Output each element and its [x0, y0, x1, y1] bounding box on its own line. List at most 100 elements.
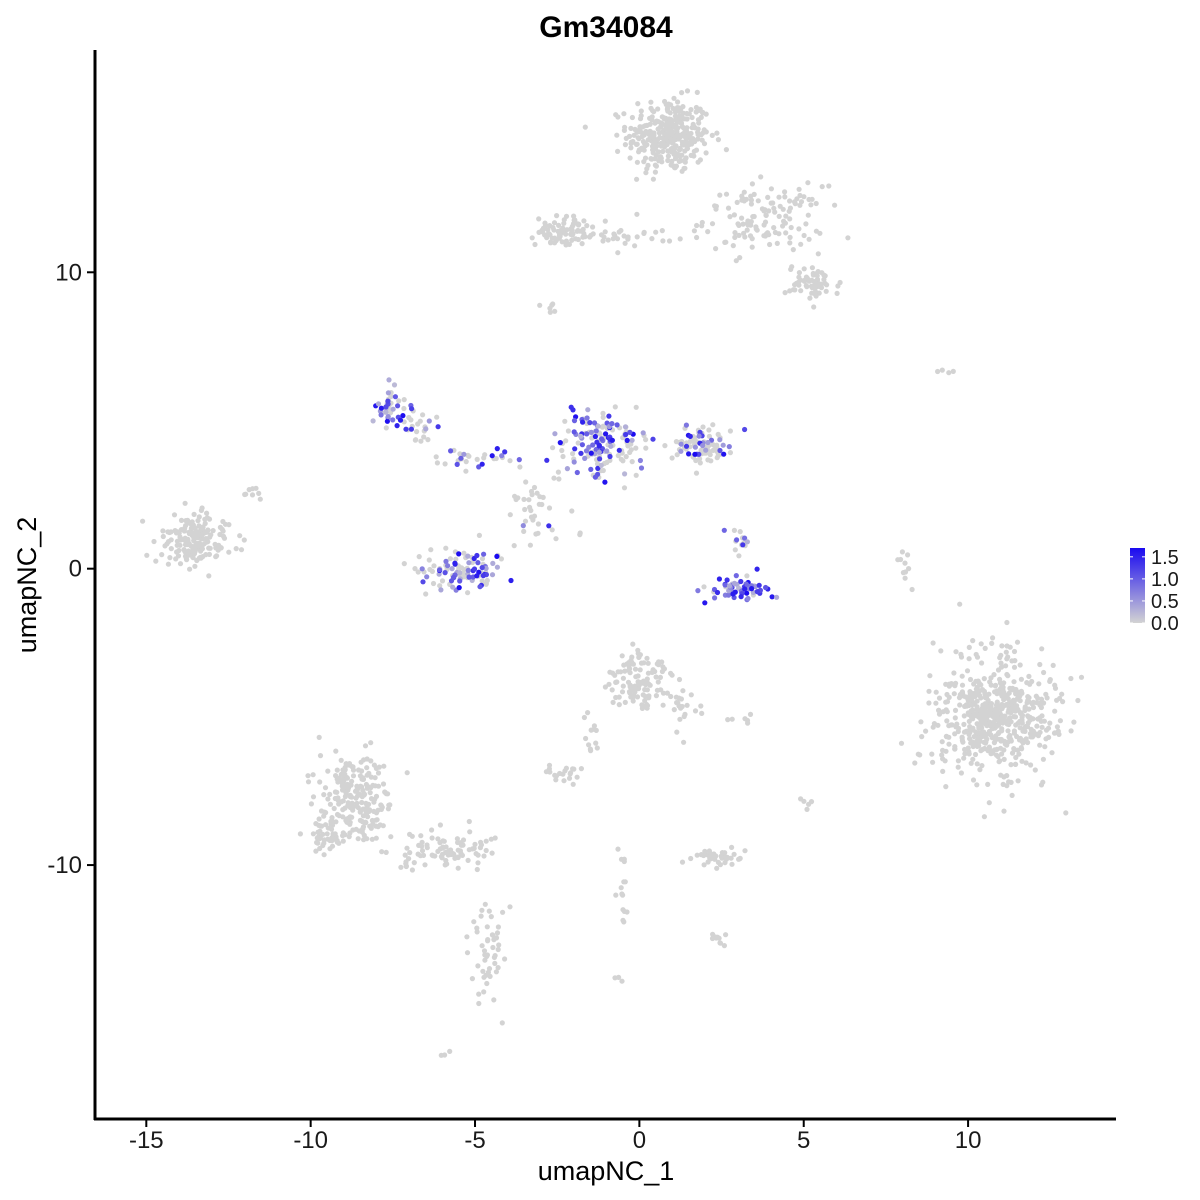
- data-point: [986, 800, 992, 806]
- data-point: [979, 763, 985, 769]
- data-point: [594, 745, 600, 751]
- data-point: [570, 781, 576, 787]
- x-axis-ticks: -15 -10 -5 0 5 10: [129, 1120, 981, 1154]
- data-point: [665, 157, 671, 164]
- data-point: [744, 573, 750, 579]
- data-point: [442, 570, 448, 576]
- data-point: [776, 213, 782, 219]
- data-point: [233, 546, 239, 552]
- data-point: [953, 649, 959, 655]
- data-point: [974, 761, 980, 767]
- data-point: [898, 740, 905, 746]
- data-point: [686, 111, 692, 117]
- data-point: [621, 233, 627, 239]
- data-point: [640, 430, 646, 436]
- data-point: [498, 556, 504, 562]
- data-point: [486, 908, 492, 914]
- data-point: [645, 162, 651, 168]
- data-point: [196, 540, 203, 546]
- data-point: [749, 244, 755, 250]
- data-point: [751, 191, 757, 197]
- data-point: [961, 729, 968, 735]
- data-point: [554, 213, 560, 219]
- data-point: [569, 237, 575, 243]
- data-point: [551, 475, 557, 481]
- data-point: [679, 124, 686, 130]
- data-point: [943, 784, 949, 790]
- data-point: [787, 240, 793, 246]
- data-point: [159, 552, 165, 558]
- data-point: [371, 762, 377, 768]
- data-point: [1068, 675, 1074, 682]
- data-point: [666, 238, 673, 244]
- data-point: [488, 914, 494, 920]
- data-point: [571, 213, 577, 219]
- data-point: [655, 119, 661, 125]
- data-point: [357, 809, 363, 815]
- data-point: [435, 424, 441, 430]
- data-point: [420, 412, 426, 418]
- legend-label: 0.0: [1151, 613, 1179, 635]
- data-point: [622, 668, 628, 674]
- data-point: [342, 793, 348, 800]
- data-point: [666, 148, 672, 154]
- data-point: [634, 176, 640, 182]
- data-point: [435, 848, 441, 855]
- data-point: [499, 453, 505, 459]
- y-axis-title: umapNC_2: [12, 517, 42, 654]
- data-point: [796, 270, 803, 276]
- data-point: [493, 969, 499, 975]
- data-point: [931, 721, 938, 727]
- data-point: [694, 89, 700, 95]
- data-point: [1052, 708, 1058, 714]
- data-point: [357, 773, 363, 779]
- data-point: [621, 111, 627, 117]
- data-point: [940, 756, 946, 762]
- data-point: [329, 819, 335, 826]
- data-point: [426, 557, 432, 563]
- data-point: [609, 687, 615, 693]
- data-point: [741, 196, 747, 202]
- data-point: [647, 121, 653, 127]
- data-point: [569, 508, 575, 514]
- data-point: [378, 412, 384, 418]
- data-point: [476, 1000, 482, 1007]
- data-point: [796, 186, 802, 192]
- data-point: [481, 455, 487, 461]
- data-point: [979, 660, 985, 666]
- data-point: [629, 114, 636, 121]
- data-point: [768, 186, 775, 192]
- data-point: [183, 523, 189, 529]
- data-point: [1004, 656, 1010, 662]
- data-point: [967, 689, 973, 695]
- x-tick-label: 5: [797, 1127, 810, 1154]
- data-point: [806, 801, 812, 807]
- data-point: [1039, 724, 1045, 730]
- data-point: [571, 429, 577, 435]
- data-point: [495, 946, 501, 953]
- data-point: [660, 690, 667, 696]
- data-point: [385, 398, 391, 404]
- data-point: [585, 710, 591, 716]
- data-point: [1063, 810, 1069, 816]
- data-point: [714, 130, 720, 136]
- data-point: [640, 138, 647, 145]
- data-point: [544, 457, 550, 463]
- data-point: [474, 573, 480, 579]
- data-point: [991, 672, 997, 678]
- data-point: [628, 125, 634, 131]
- data-point: [974, 707, 980, 713]
- data-point: [1034, 723, 1040, 729]
- data-point: [392, 394, 398, 400]
- data-point: [196, 523, 202, 529]
- data-point: [416, 554, 422, 560]
- data-point: [670, 137, 676, 143]
- data-point: [507, 512, 513, 518]
- data-point: [340, 830, 346, 836]
- data-point: [961, 755, 967, 761]
- data-point: [481, 974, 487, 980]
- data-point: [458, 455, 464, 461]
- data-point: [590, 442, 596, 448]
- data-point: [744, 220, 751, 226]
